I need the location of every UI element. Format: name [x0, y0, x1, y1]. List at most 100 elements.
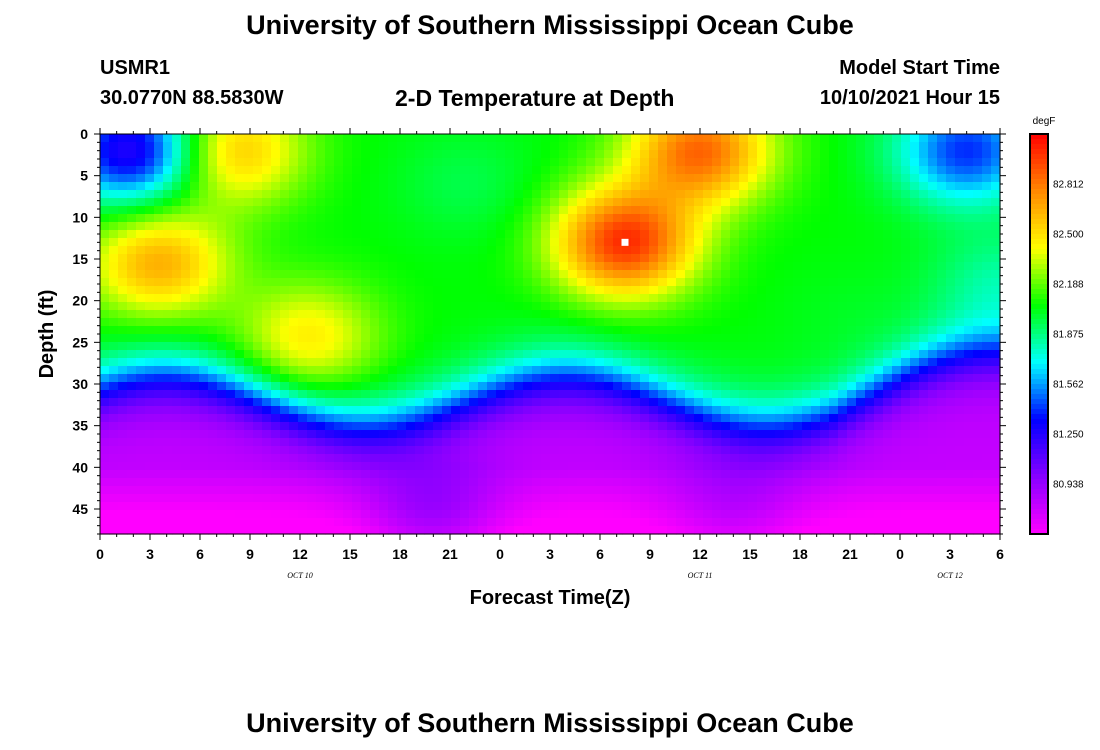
heatmap-cell: [964, 502, 974, 511]
heatmap-cell: [703, 254, 713, 263]
heatmap-cell: [352, 310, 362, 319]
heatmap-cell: [766, 374, 776, 383]
heatmap-cell: [100, 254, 110, 263]
heatmap-cell: [892, 246, 902, 255]
heatmap-cell: [604, 262, 614, 271]
heatmap-cell: [280, 254, 290, 263]
heatmap-cell: [208, 262, 218, 271]
heatmap-cell: [910, 270, 920, 279]
heatmap-cell: [532, 294, 542, 303]
heatmap-cell: [136, 422, 146, 431]
heatmap-cell: [784, 166, 794, 175]
heatmap-cell: [685, 246, 695, 255]
heatmap-cell: [541, 430, 551, 439]
heatmap-cell: [658, 358, 668, 367]
heatmap-cell: [370, 358, 380, 367]
heatmap-cell: [298, 254, 308, 263]
heatmap-cell: [748, 374, 758, 383]
heatmap-cell: [838, 318, 848, 327]
heatmap-cell: [928, 414, 938, 423]
heatmap-cell: [181, 166, 191, 175]
heatmap-cell: [910, 398, 920, 407]
heatmap-cell: [703, 190, 713, 199]
heatmap-cell: [730, 270, 740, 279]
heatmap-cell: [973, 390, 983, 399]
heatmap-cell: [334, 502, 344, 511]
heatmap-cell: [694, 438, 704, 447]
heatmap-cell: [703, 222, 713, 231]
heatmap-cell: [793, 518, 803, 527]
heatmap-cell: [937, 470, 947, 479]
heatmap-cell: [415, 518, 425, 527]
heatmap-cell: [109, 206, 119, 215]
heatmap-cell: [136, 414, 146, 423]
heatmap-cell: [217, 334, 227, 343]
heatmap-cell: [721, 438, 731, 447]
heatmap-cell: [118, 374, 128, 383]
heatmap-cell: [829, 470, 839, 479]
heatmap-cell: [928, 262, 938, 271]
heatmap-cell: [892, 334, 902, 343]
heatmap-cell: [496, 222, 506, 231]
heatmap-cell: [469, 222, 479, 231]
heatmap-cell: [460, 454, 470, 463]
heatmap-cell: [307, 318, 317, 327]
heatmap-cell: [973, 470, 983, 479]
heatmap-cell: [703, 262, 713, 271]
heatmap-cell: [766, 238, 776, 247]
heatmap-cell: [649, 222, 659, 231]
heatmap-cell: [271, 390, 281, 399]
heatmap-cell: [811, 526, 821, 535]
heatmap-cell: [703, 462, 713, 471]
heatmap-cell: [559, 278, 569, 287]
heatmap-cell: [847, 310, 857, 319]
heatmap-cell: [514, 150, 524, 159]
heatmap-cell: [253, 294, 263, 303]
heatmap-cell: [964, 422, 974, 431]
heatmap-cell: [892, 462, 902, 471]
heatmap-cell: [577, 430, 587, 439]
heatmap-cell: [604, 518, 614, 527]
heatmap-cell: [856, 190, 866, 199]
heatmap-cell: [370, 142, 380, 151]
heatmap-cell: [964, 526, 974, 535]
heatmap-cell: [253, 430, 263, 439]
heatmap-cell: [163, 462, 173, 471]
heatmap-cell: [145, 478, 155, 487]
heatmap-cell: [262, 254, 272, 263]
heatmap-cell: [946, 494, 956, 503]
heatmap-cell: [856, 206, 866, 215]
heatmap-cell: [829, 350, 839, 359]
heatmap-cell: [622, 254, 632, 263]
heatmap-cell: [541, 454, 551, 463]
heatmap-cell: [991, 390, 1001, 399]
heatmap-cell: [901, 334, 911, 343]
heatmap-cell: [739, 310, 749, 319]
heatmap-cell: [316, 254, 326, 263]
heatmap-cell: [496, 318, 506, 327]
heatmap-cell: [109, 174, 119, 183]
heatmap-cell: [550, 166, 560, 175]
heatmap-cell: [640, 334, 650, 343]
heatmap-cell: [577, 286, 587, 295]
heatmap-cell: [136, 190, 146, 199]
heatmap-cell: [856, 438, 866, 447]
heatmap-cell: [496, 438, 506, 447]
heatmap-cell: [181, 134, 191, 143]
heatmap-cell: [595, 150, 605, 159]
heatmap-cell: [460, 438, 470, 447]
heatmap-cell: [136, 518, 146, 527]
heatmap-cell: [514, 334, 524, 343]
heatmap-cell: [532, 302, 542, 311]
heatmap-cell: [199, 510, 209, 519]
heatmap-cell: [406, 198, 416, 207]
heatmap-cell: [100, 414, 110, 423]
heatmap-cell: [748, 438, 758, 447]
heatmap-cell: [226, 150, 236, 159]
heatmap-cell: [298, 494, 308, 503]
heatmap-cell: [136, 182, 146, 191]
heatmap-cell: [154, 166, 164, 175]
heatmap-cell: [613, 230, 623, 239]
heatmap-cell: [649, 366, 659, 375]
heatmap-cell: [874, 390, 884, 399]
